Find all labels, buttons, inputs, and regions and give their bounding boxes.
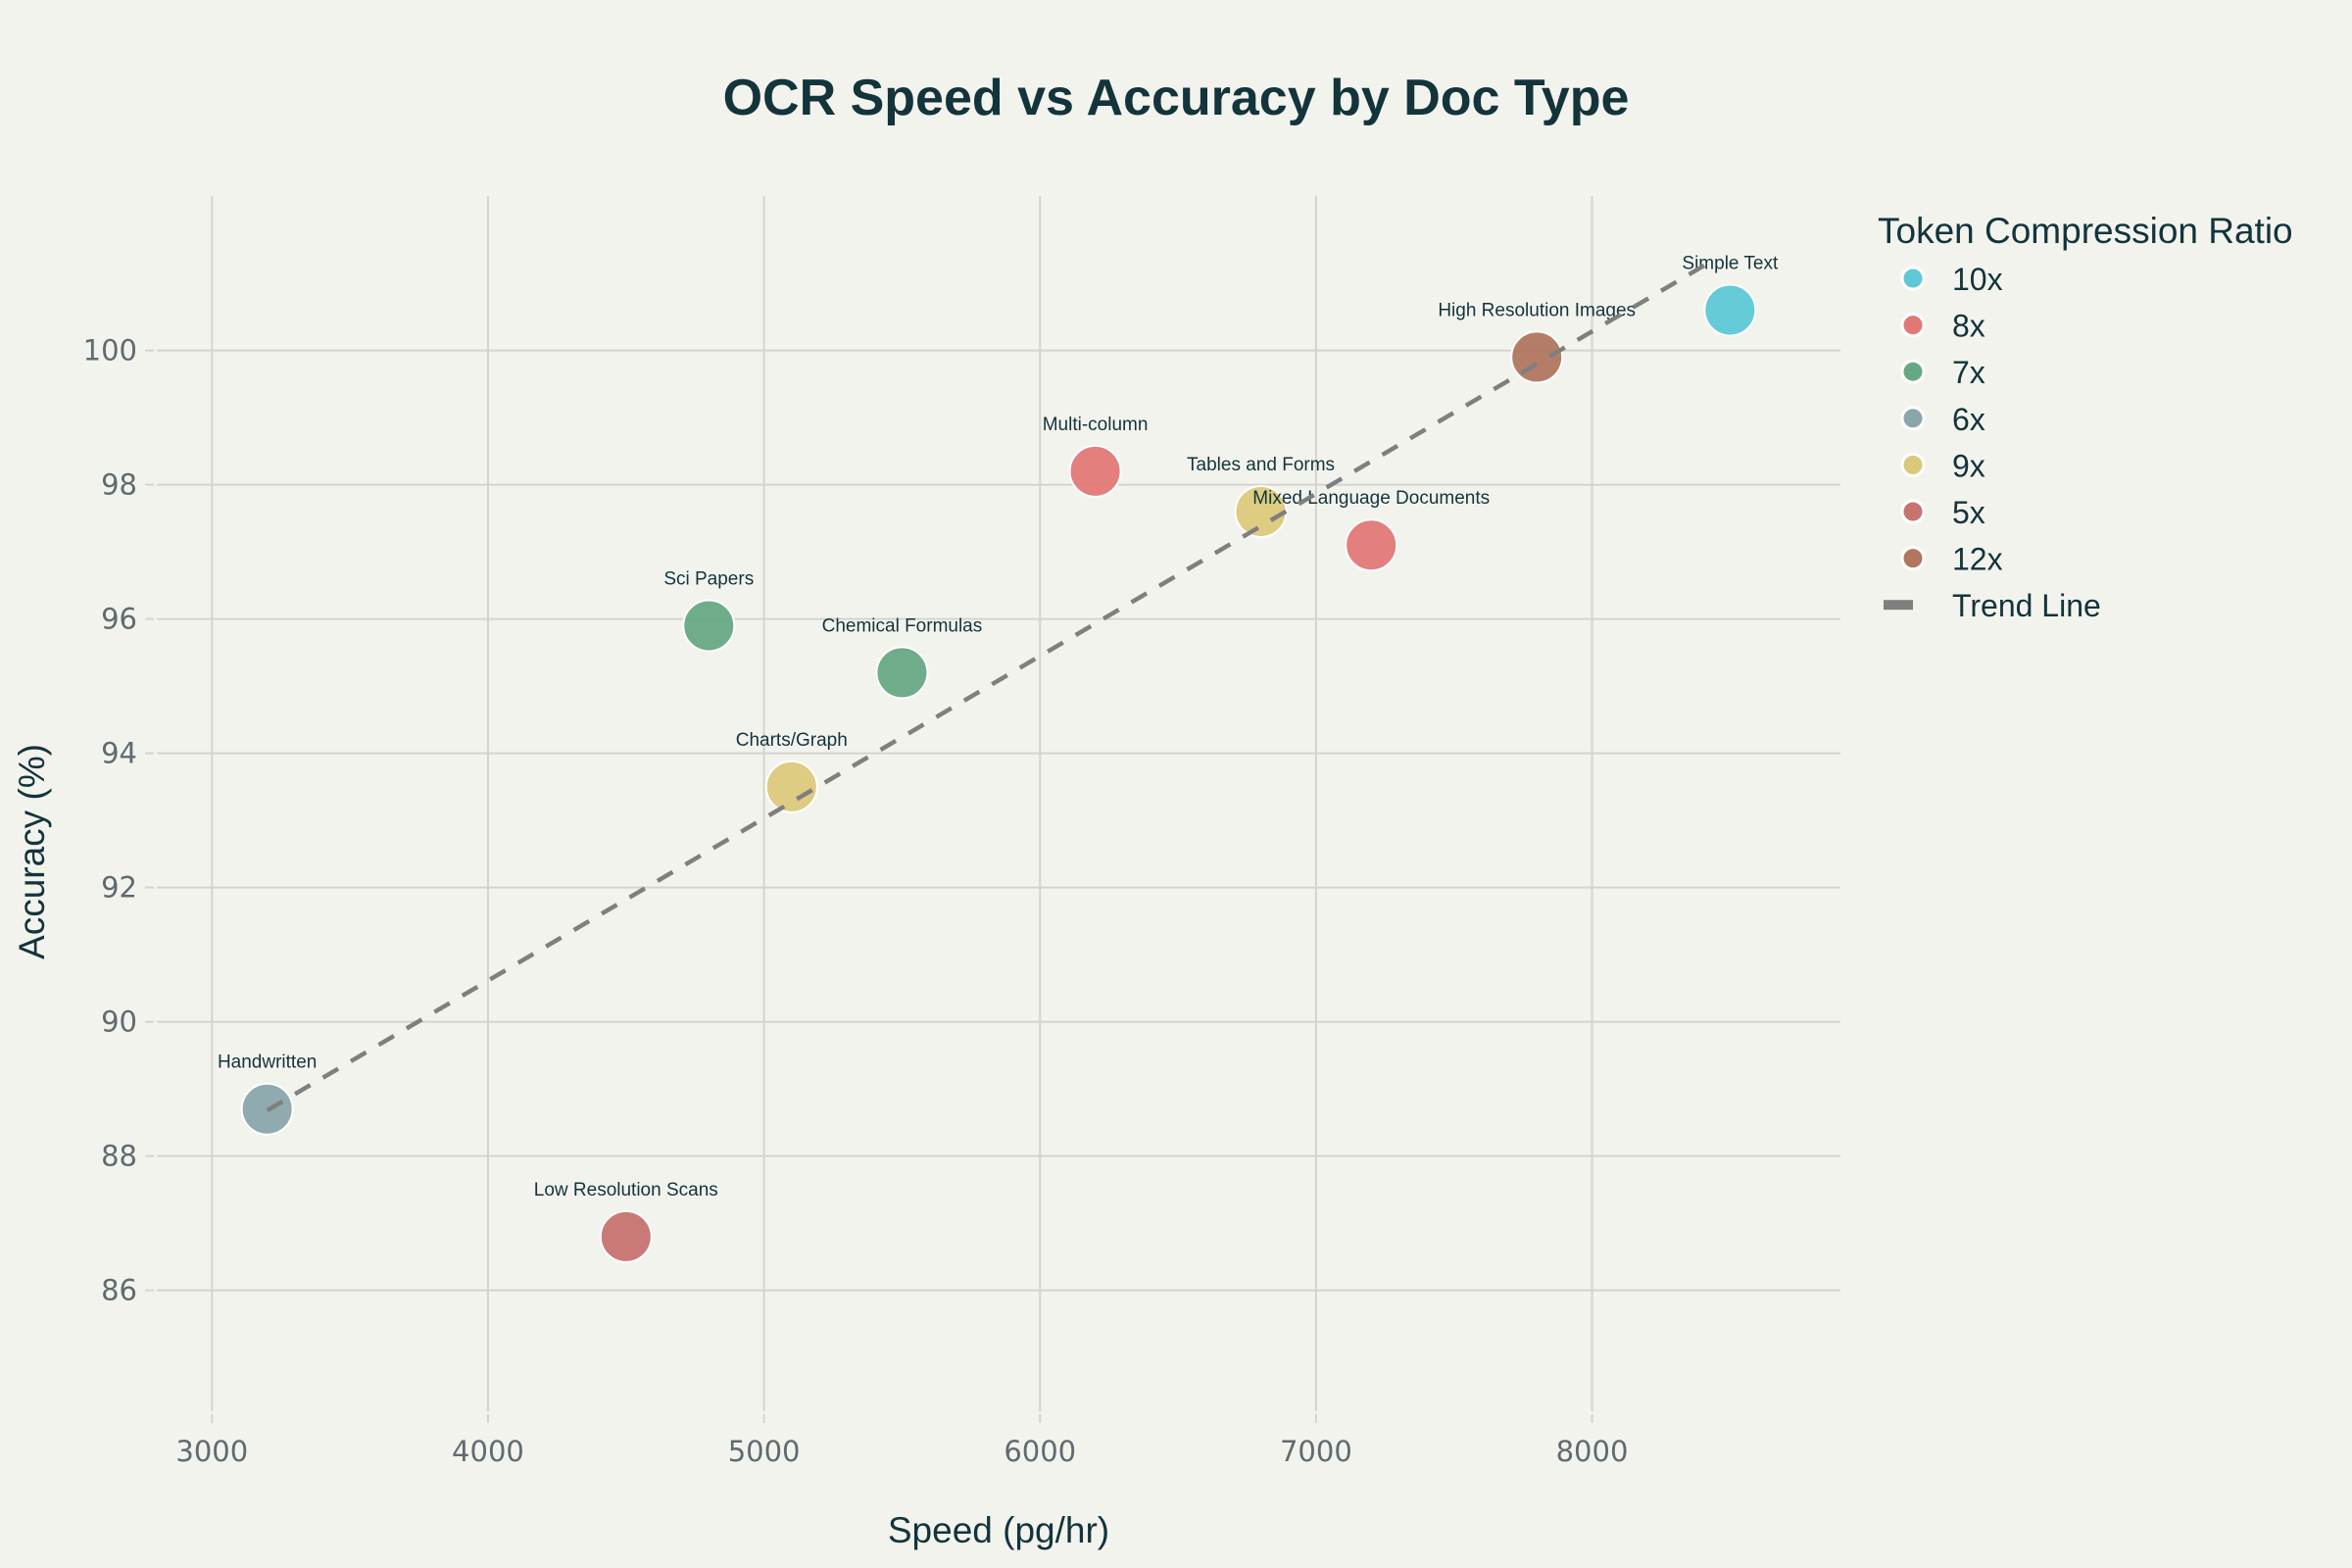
x-tick-label: 5000 bbox=[728, 1435, 801, 1468]
point-marker bbox=[875, 646, 929, 700]
chart-title: OCR Speed vs Accuracy by Doc Type bbox=[723, 70, 1630, 126]
data-point: Handwritten bbox=[218, 1053, 317, 1136]
legend-item: 9x bbox=[1900, 448, 1985, 483]
point-marker bbox=[1234, 484, 1288, 538]
grid bbox=[157, 196, 1840, 1411]
point-marker bbox=[1345, 518, 1398, 572]
point-label: Simple Text bbox=[1682, 253, 1779, 273]
trend-line-layer bbox=[266, 256, 1718, 1113]
point-label: Handwritten bbox=[218, 1053, 317, 1073]
legend-label: 7x bbox=[1952, 355, 1985, 390]
point-label: Mixed Language Documents bbox=[1252, 488, 1490, 509]
data-point: Multi-column bbox=[1043, 415, 1149, 498]
legend-label: 10x bbox=[1952, 262, 2003, 297]
legend-item: 7x bbox=[1900, 355, 1985, 390]
legend-label: 8x bbox=[1952, 309, 1985, 344]
y-tick-label: 86 bbox=[101, 1274, 137, 1307]
legend-label: 5x bbox=[1952, 495, 1985, 530]
point-marker bbox=[599, 1209, 653, 1263]
data-points: Simple Text High Resolution Images Multi-c… bbox=[218, 253, 1779, 1263]
x-tick-label: 7000 bbox=[1280, 1435, 1352, 1468]
legend-label: 6x bbox=[1952, 402, 1985, 437]
point-marker bbox=[1703, 283, 1757, 337]
data-point: Sci Papers bbox=[663, 568, 754, 653]
x-tick-label: 6000 bbox=[1004, 1435, 1076, 1468]
x-tick-label: 4000 bbox=[452, 1435, 524, 1468]
legend-label: 9x bbox=[1952, 448, 1985, 483]
legend-item: 12x bbox=[1900, 542, 2003, 577]
y-tick-label: 100 bbox=[83, 334, 137, 368]
y-axis-title: Accuracy (%) bbox=[12, 744, 52, 959]
data-point: Mixed Language Documents bbox=[1252, 488, 1490, 572]
y-tick-label: 92 bbox=[101, 871, 137, 905]
legend-item: 10x bbox=[1900, 262, 2003, 297]
data-point: Chemical Formulas bbox=[822, 615, 983, 700]
x-tick-label: 3000 bbox=[175, 1435, 248, 1468]
data-point: Simple Text bbox=[1682, 253, 1779, 337]
y-tick-label: 88 bbox=[101, 1140, 137, 1173]
data-point: Tables and Forms bbox=[1187, 455, 1335, 538]
point-marker bbox=[1068, 444, 1122, 498]
legend-title: Token Compression Ratio bbox=[1878, 211, 2293, 251]
legend-marker bbox=[1900, 499, 1926, 524]
legend-item: Trend Line bbox=[1884, 588, 2101, 623]
y-tick-label: 90 bbox=[101, 1005, 137, 1039]
x-tick-label: 8000 bbox=[1556, 1435, 1629, 1468]
y-tick-label: 94 bbox=[101, 737, 137, 770]
legend-item: 6x bbox=[1900, 402, 1985, 437]
point-label: High Resolution Images bbox=[1438, 300, 1636, 320]
point-label: Sci Papers bbox=[663, 568, 754, 589]
point-label: Multi-column bbox=[1043, 415, 1149, 435]
y-tick-label: 96 bbox=[101, 603, 137, 636]
point-label: Charts/Graph bbox=[736, 730, 848, 751]
legend-item: 5x bbox=[1900, 495, 1985, 530]
point-label: Tables and Forms bbox=[1187, 455, 1335, 475]
point-marker bbox=[764, 760, 818, 813]
point-marker bbox=[682, 599, 736, 653]
legend: Token Compression Ratio 10x 8x 7x 6x 9x 5x 12x… bbox=[1878, 211, 2293, 623]
legend-marker bbox=[1900, 313, 1926, 338]
legend-label: 12x bbox=[1952, 542, 2003, 577]
legend-line-swatch bbox=[1884, 600, 1913, 611]
legend-marker bbox=[1900, 266, 1926, 291]
data-point: Charts/Graph bbox=[736, 730, 848, 813]
axis-ticks: 3000 4000 5000 6000 7000 8000 86 88 90 92 94 96 98 10… bbox=[83, 334, 1629, 1468]
y-tick-label: 98 bbox=[101, 468, 137, 502]
legend-label: Trend Line bbox=[1952, 588, 2101, 623]
point-label: Chemical Formulas bbox=[822, 615, 983, 636]
legend-marker bbox=[1900, 406, 1926, 431]
legend-marker bbox=[1900, 452, 1926, 477]
trend-line bbox=[266, 256, 1718, 1113]
legend-item: 8x bbox=[1900, 309, 1985, 344]
legend-marker bbox=[1900, 546, 1926, 571]
data-point: Low Resolution Scans bbox=[534, 1180, 718, 1263]
point-marker bbox=[1510, 330, 1564, 384]
legend-marker bbox=[1900, 359, 1926, 384]
point-label: Low Resolution Scans bbox=[534, 1180, 718, 1200]
x-axis-title: Speed (pg/hr) bbox=[888, 1510, 1109, 1550]
data-point: High Resolution Images bbox=[1438, 300, 1636, 384]
